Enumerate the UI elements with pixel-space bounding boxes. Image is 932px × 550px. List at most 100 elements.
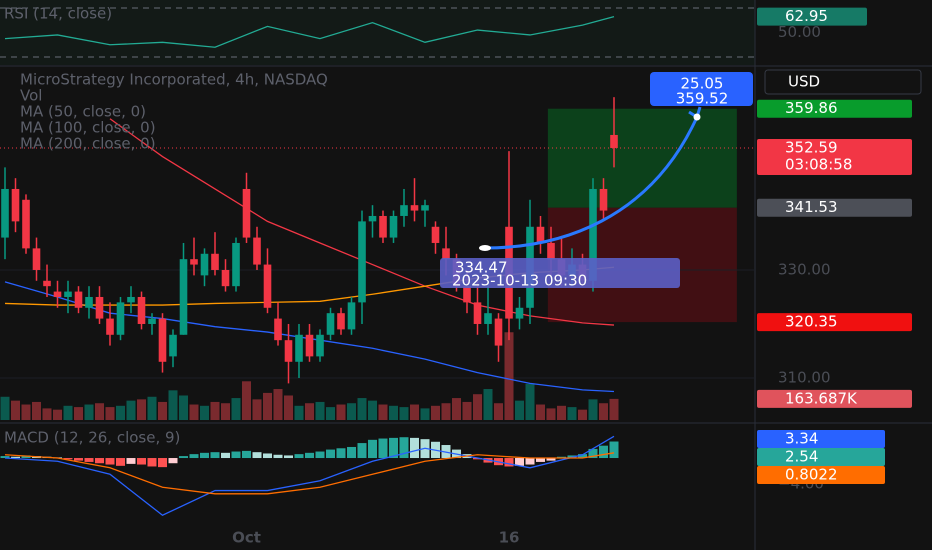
rsi-title: RSI (14, close) (4, 5, 112, 23)
candle-body (190, 259, 198, 265)
candle-body (200, 253, 209, 276)
macd-histogram-bar (284, 455, 293, 459)
volume-bar (126, 400, 136, 420)
macd-histogram-bar (525, 458, 535, 465)
volume-bar (389, 405, 398, 420)
candle-body (1, 188, 9, 238)
macd-title: MACD (12, 26, close, 9) (4, 429, 180, 447)
macd-histogram-bar (158, 458, 167, 468)
macd-histogram-bar (105, 458, 115, 465)
volume-label-box (757, 389, 912, 408)
volume-bar (494, 403, 503, 420)
candle-body (484, 313, 492, 324)
volume-bar (63, 405, 73, 420)
candle-body (358, 221, 366, 303)
volume-bar (273, 389, 283, 420)
candle-body (85, 296, 93, 308)
volume-label: 163.687K (785, 389, 858, 407)
volume-bar (11, 400, 20, 420)
currency-button[interactable] (764, 69, 922, 95)
candle-body (463, 286, 471, 303)
chart-title: MicroStrategy Incorporated, 4h, NASDAQ (20, 71, 328, 89)
volume-bar (105, 407, 115, 420)
candle-body (11, 188, 20, 222)
macd-histogram-bar (326, 449, 335, 459)
macd-histogram-bar (315, 451, 325, 459)
volume-bar (74, 407, 83, 420)
volume-bar (326, 407, 335, 420)
volume-bar (231, 398, 241, 420)
tooltip-price: 334.47 (455, 259, 508, 277)
rsi-line (4, 15, 615, 48)
candle-body (389, 215, 398, 238)
volume-bar (200, 405, 209, 420)
volume-bar (158, 401, 167, 420)
measure-box (650, 72, 753, 106)
macd-histogram-bar (116, 458, 125, 466)
candle-body (368, 215, 377, 222)
candle-body (610, 134, 618, 148)
legend-ma: MA (200, close, 0) (20, 135, 156, 153)
macd-histogram-bar (242, 450, 251, 459)
macd-histogram-bar (588, 448, 598, 459)
candle-body (22, 199, 30, 249)
currency[interactable]: USD (788, 73, 820, 91)
candle-body (232, 242, 240, 287)
macd-histogram-bar (515, 458, 524, 466)
macd-histogram-bar (536, 458, 545, 462)
stop-label-box (757, 313, 912, 332)
candle-body (473, 302, 482, 324)
histogram-label-box (757, 448, 885, 466)
macd-histogram-bar (273, 454, 283, 459)
volume-bar (252, 399, 262, 420)
candle-body (74, 291, 83, 308)
volume-bar (420, 408, 430, 420)
macd-histogram-bar (84, 458, 94, 462)
volume-bar (305, 403, 314, 420)
candle-body (295, 334, 303, 362)
measure-change: 25.05 (681, 75, 724, 93)
last-price-label: 352.59 (785, 138, 838, 156)
volume-bar (378, 404, 388, 420)
macd-histogram-bar (389, 437, 398, 459)
macd-histogram-bar (368, 439, 377, 459)
volume-bar (294, 405, 304, 420)
rsi-label-box (757, 7, 867, 26)
candle-body (148, 318, 156, 324)
volume-bar (21, 404, 31, 420)
macd-histogram-bar (410, 437, 419, 459)
candle-body (211, 253, 219, 270)
ma-line (109, 118, 615, 326)
volume-bar (504, 332, 514, 420)
candle-body (347, 302, 356, 330)
candle-body (253, 237, 261, 265)
measure-price: 359.52 (676, 90, 729, 108)
candle-body (95, 296, 104, 319)
macd-histogram-bar (609, 441, 619, 459)
volume-bar (315, 401, 325, 420)
candle-body (179, 259, 188, 335)
candle-body (158, 318, 167, 362)
candle-body (379, 215, 387, 238)
candle-body (53, 291, 62, 297)
candle-body (137, 296, 146, 324)
volume-bar (95, 403, 104, 420)
candle-body (284, 340, 293, 362)
volume-bar (84, 404, 94, 420)
macd-histogram-bar (378, 438, 388, 459)
volume-bar (515, 400, 524, 420)
candle-body (410, 205, 419, 211)
candle-body (431, 226, 440, 243)
signal-label: 0.8022 (785, 466, 838, 484)
volume-bar (242, 381, 251, 420)
tooltip-time: 2023-10-13 09:30 (452, 272, 587, 290)
macd-histogram-bar (0, 456, 10, 459)
volume-bar (599, 403, 608, 420)
macd-histogram-bar (189, 454, 199, 459)
projection-arrow (484, 116, 699, 250)
volume-bar (410, 404, 419, 420)
candle-body (64, 291, 72, 297)
signal-label-box (757, 466, 885, 484)
candle-body (274, 318, 282, 341)
macd-histogram-bar (137, 458, 146, 465)
